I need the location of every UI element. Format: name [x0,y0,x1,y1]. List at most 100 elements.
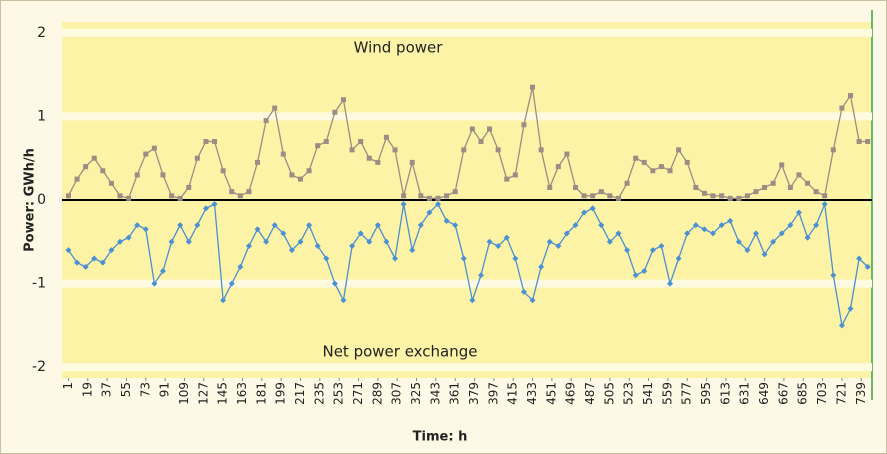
marker [134,172,140,178]
marker [598,222,605,229]
x-tick-label: 613 [718,382,732,405]
marker [65,193,71,199]
marker [590,193,596,199]
marker [692,222,699,229]
marker [177,222,184,229]
x-tick-label: 397 [486,382,500,405]
marker [598,189,604,195]
marker [332,109,338,115]
marker [392,255,399,262]
marker [117,193,123,199]
marker [572,222,579,229]
marker [693,184,699,190]
marker [856,139,862,145]
marker [280,151,286,157]
marker [538,263,545,270]
marker [65,247,72,254]
marker [194,155,200,161]
x-tick-label: 415 [506,382,520,405]
x-tick-label: 217 [293,382,307,405]
marker [263,118,269,124]
marker [865,139,871,145]
marker [409,247,416,254]
marker [787,222,794,229]
marker [255,159,261,165]
marker [633,155,639,161]
x-axis-label: Time: h [413,430,468,445]
x-tick-label: 307 [390,382,404,405]
y-tick-label: 1 [37,108,46,124]
marker [460,255,467,262]
marker [795,209,802,216]
marker [486,238,493,245]
y-tick-label: -2 [32,359,46,375]
marker [778,230,785,237]
marker [117,238,124,245]
marker [684,230,691,237]
marker [331,280,338,287]
x-tick-label: 199 [274,382,288,405]
marker [211,201,218,208]
marker [254,226,261,233]
marker [710,230,717,237]
marker [641,159,647,165]
marker [838,322,845,329]
marker [546,238,553,245]
marker [228,280,235,287]
marker [478,139,484,145]
x-tick-label: 181 [254,382,268,405]
marker [563,230,570,237]
marker [847,305,854,312]
marker [392,147,398,153]
marker [573,184,579,190]
x-tick-label: 379 [467,382,481,405]
marker [349,242,356,249]
marker [813,189,819,195]
marker [864,263,871,270]
marker [263,238,270,245]
marker [615,195,621,201]
x-tick-label: 595 [699,382,713,405]
marker [770,238,777,245]
marker [469,297,476,304]
marker [564,151,570,157]
marker [444,193,450,199]
marker [82,263,89,270]
marker [667,168,673,174]
x-tick-label: 577 [680,382,694,405]
marker [202,205,209,212]
marker [99,259,106,266]
marker [530,84,536,90]
y-tick-label: 0 [37,192,46,208]
marker [684,159,690,165]
marker [185,238,192,245]
marker [804,234,811,241]
marker [212,139,218,145]
marker [581,193,587,199]
x-tick-label: 361 [448,382,462,405]
marker [753,189,759,195]
marker [813,222,820,229]
x-tick-label: 55 [119,382,133,397]
marker [555,242,562,249]
x-tick-label: 289 [370,382,384,405]
x-tick-label: 109 [177,382,191,405]
marker [761,251,768,258]
x-tick-label: 271 [351,382,365,405]
marker [100,168,106,174]
marker [701,226,708,233]
marker [805,180,811,186]
marker [134,222,141,229]
x-tick-label: 343 [428,382,442,405]
marker [830,147,836,153]
marker [752,230,759,237]
marker [589,205,596,212]
y-axis-label: Power: GWh/h [23,148,38,252]
x-tick-label: 505 [602,382,616,405]
marker [581,209,588,216]
marker [744,193,750,199]
marker [736,195,742,201]
marker [288,247,295,254]
marker [606,238,613,245]
